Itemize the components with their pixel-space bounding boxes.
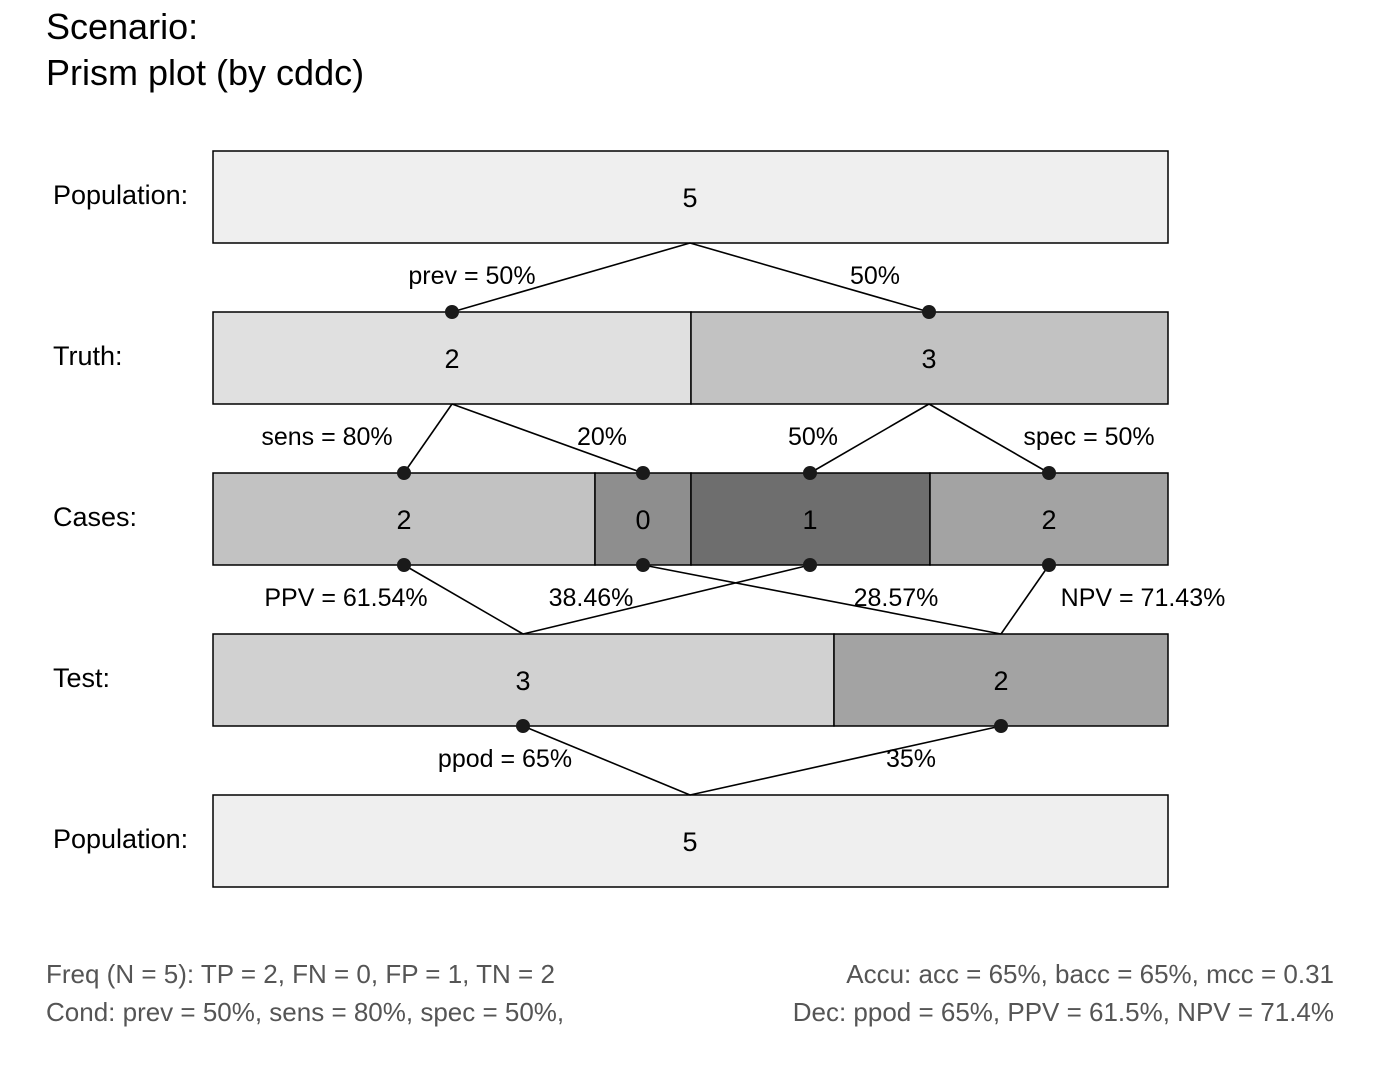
- value-cases-tn: 2: [1041, 505, 1056, 535]
- footer-dec: Dec: ppod = 65%, PPV = 61.5%, NPV = 71.4…: [792, 997, 1334, 1027]
- box-test-pos: [212, 633, 835, 727]
- value-truth-true: 2: [444, 344, 459, 374]
- value-population-bottom: 5: [682, 827, 697, 857]
- value-test-pos: 3: [515, 666, 530, 696]
- title-line-1: Scenario:: [46, 6, 199, 47]
- label-ppod-complement: 35%: [886, 745, 936, 773]
- box-truth-false: [690, 311, 1169, 405]
- row-label-test: Test:: [53, 663, 110, 693]
- label-spec: spec = 50%: [1023, 423, 1154, 451]
- footer-accu: Accu: acc = 65%, bacc = 65%, mcc = 0.31: [846, 959, 1334, 989]
- connectors: [403, 242, 1050, 796]
- footer-right: Accu: acc = 65%, bacc = 65%, mcc = 0.31 …: [793, 955, 1334, 1031]
- value-cases-fp: 1: [802, 505, 817, 535]
- label-prev-complement: 50%: [850, 262, 900, 290]
- row-label-cases: Cases:: [53, 502, 137, 532]
- row-label-population-top: Population:: [53, 180, 188, 210]
- row-label-truth: Truth:: [53, 341, 123, 371]
- value-truth-false: 3: [921, 344, 936, 374]
- label-ppv: PPV = 61.54%: [264, 584, 427, 612]
- title-line-2: Prism plot (by cddc): [46, 52, 365, 93]
- label-spec-complement: 50%: [788, 423, 838, 451]
- label-ppv-complement: 38.46%: [549, 584, 634, 612]
- row-label-population-bottom: Population:: [53, 824, 188, 854]
- label-npv: NPV = 71.43%: [1061, 584, 1226, 612]
- value-cases-tp: 2: [396, 505, 411, 535]
- label-sens-complement: 20%: [577, 423, 627, 451]
- title: Scenario: Prism plot (by cddc): [46, 4, 364, 96]
- label-npv-complement: 28.57%: [854, 584, 939, 612]
- label-sens: sens = 80%: [261, 423, 392, 451]
- label-prev: prev = 50%: [408, 262, 535, 290]
- value-test-neg: 2: [993, 666, 1008, 696]
- label-ppod: ppod = 65%: [438, 745, 572, 773]
- boxes: [212, 150, 1169, 888]
- value-cases-fn: 0: [635, 505, 650, 535]
- connector-dots: [397, 305, 1056, 733]
- value-population-top: 5: [682, 183, 697, 213]
- box-population-bottom: [212, 794, 1169, 888]
- box-cases-tn: [929, 472, 1169, 566]
- box-cases-fn: [594, 472, 692, 566]
- footer-left: Freq (N = 5): TP = 2, FN = 0, FP = 1, TN…: [46, 955, 564, 1031]
- footer-freq: Freq (N = 5): TP = 2, FN = 0, FP = 1, TN…: [46, 959, 555, 989]
- box-cases-fp: [690, 472, 931, 566]
- footer-cond: Cond: prev = 50%, sens = 80%, spec = 50%…: [46, 997, 565, 1027]
